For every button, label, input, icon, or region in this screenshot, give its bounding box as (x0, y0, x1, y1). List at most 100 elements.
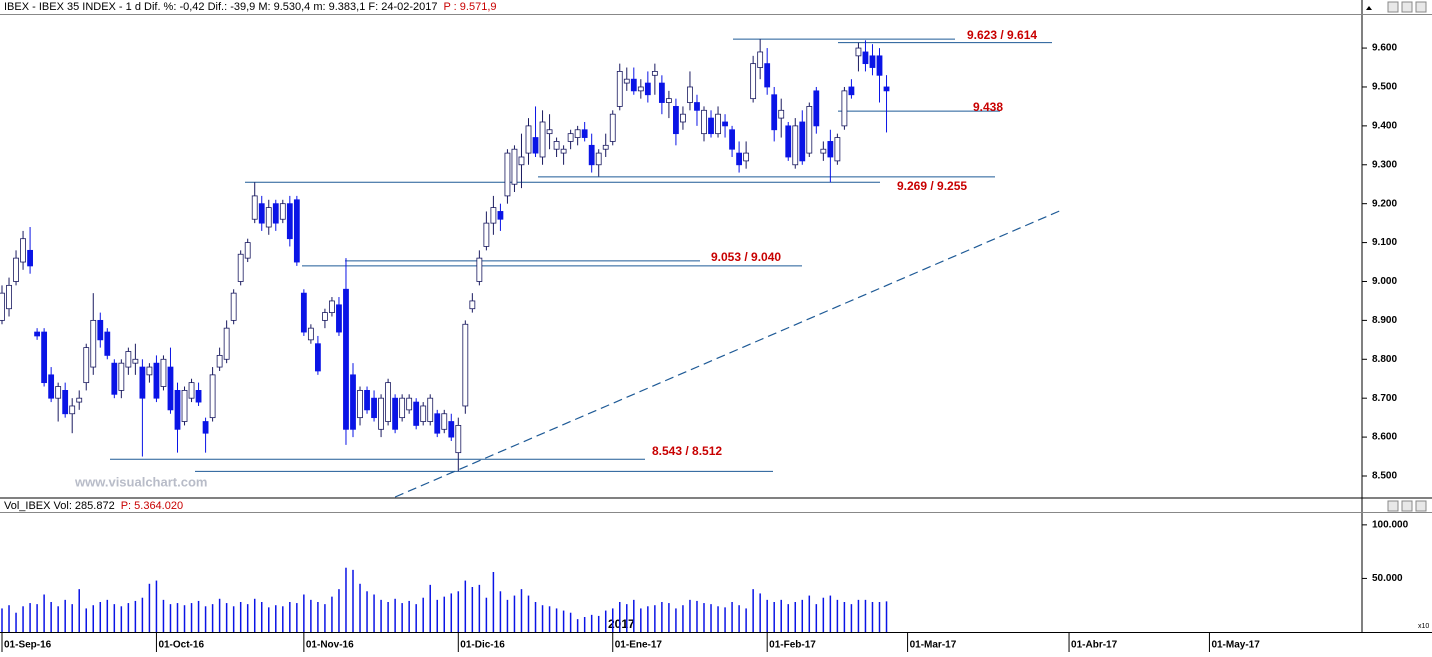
candle-body (595, 152, 602, 166)
volume-bar (183, 605, 186, 632)
candle-body (694, 102, 700, 111)
candle-body (258, 203, 265, 224)
level-label: 8.543 / 8.512 (652, 444, 722, 458)
candle-body (364, 390, 370, 411)
candle-body (286, 203, 293, 240)
scale-label: x10 (1418, 623, 1429, 630)
volume-bar (703, 603, 705, 632)
volume-bar (822, 597, 825, 632)
volume-bar (654, 605, 656, 632)
volume-bar (661, 602, 663, 632)
volume-bar (787, 604, 789, 632)
volume-bar (64, 599, 66, 632)
volume-bar (289, 602, 291, 632)
y-tick-label: 9.500 (1372, 82, 1397, 93)
candle-body (378, 397, 384, 430)
candle-body (336, 304, 342, 333)
volume-title: Vol_IBEX Vol: 285.872 P: 5.364.020 (4, 500, 183, 512)
volume-bar (794, 602, 797, 632)
volume-bar (619, 602, 621, 632)
candle-body (848, 86, 855, 96)
volume-bar (99, 602, 102, 632)
volume-bar (850, 604, 853, 632)
candle-body (90, 319, 97, 368)
candle-body (799, 121, 806, 162)
candle-body (314, 343, 321, 372)
volume-bar (555, 608, 558, 632)
candle-body (111, 362, 118, 395)
volume-bar (239, 602, 242, 632)
volume-bar (232, 606, 235, 632)
volume-bar (808, 595, 811, 632)
candle-body (820, 148, 827, 154)
candle-body (343, 288, 349, 430)
button[interactable] (1401, 1, 1413, 13)
candle-body (715, 113, 721, 135)
button[interactable] (1387, 1, 1399, 13)
y-tick-label: 9.200 (1372, 198, 1397, 209)
volume-bar (57, 606, 59, 632)
watermark: www.visualchart.com (74, 474, 207, 489)
candle-body (195, 390, 202, 403)
candle-body (476, 257, 483, 282)
candle-body (188, 382, 195, 399)
candle-body (83, 347, 90, 384)
candle-body (420, 405, 427, 422)
volume-bar (190, 603, 193, 632)
volume-bar (604, 610, 607, 632)
volume-bar (127, 603, 130, 632)
volume-bar (197, 600, 200, 632)
candle-body (160, 358, 167, 387)
volume-bar (92, 605, 95, 632)
candle-body (637, 86, 644, 92)
y-tick-label: 8.900 (1372, 315, 1397, 326)
volume-bar (106, 599, 109, 632)
button[interactable] (1415, 500, 1427, 512)
volume-bar (352, 569, 354, 632)
candle-body (469, 300, 476, 310)
candle-body (673, 106, 679, 135)
y-tick-label: 8.800 (1372, 354, 1397, 365)
volume-bar (492, 572, 495, 632)
volume-bar (513, 595, 516, 632)
candle-body (300, 292, 307, 333)
x-tick-label: 01-Oct-16 (158, 640, 204, 651)
x-tick-label: 01-May-17 (1211, 640, 1260, 651)
volume-bar (569, 612, 572, 632)
candle-body (687, 86, 693, 103)
volume-bar (527, 595, 530, 632)
volume-bar (71, 604, 73, 632)
candle-body (406, 397, 413, 411)
candle-body (567, 133, 574, 142)
volume-bar (246, 604, 249, 632)
candle-body (293, 199, 300, 263)
y-tick-label: 8.600 (1372, 432, 1397, 443)
volume-bar (548, 606, 551, 632)
volume-bar (359, 583, 361, 632)
volume-bar (878, 602, 881, 632)
volume-bar (275, 605, 277, 632)
candle-body (609, 113, 616, 142)
volume-bar (752, 589, 754, 632)
candle-body (34, 331, 40, 337)
volume-bar (387, 602, 389, 632)
candle-body (97, 319, 104, 341)
button[interactable] (1401, 500, 1413, 512)
candle-body (0, 292, 5, 321)
volume-bar (204, 606, 207, 632)
y-tick-label: 9.300 (1372, 159, 1397, 170)
volume-bar (317, 602, 319, 632)
candle-body (132, 358, 139, 364)
button[interactable] (1387, 500, 1399, 512)
candle-body (630, 78, 637, 92)
volume-bar (745, 608, 747, 632)
volume-bar (345, 567, 347, 632)
button[interactable] (1415, 1, 1427, 13)
candle-body (757, 51, 764, 68)
volume-bar (597, 615, 600, 632)
candle-body (244, 242, 251, 259)
candle-body (560, 148, 567, 154)
scroll-arrow[interactable] (1366, 6, 1372, 10)
candle-body (48, 374, 55, 399)
